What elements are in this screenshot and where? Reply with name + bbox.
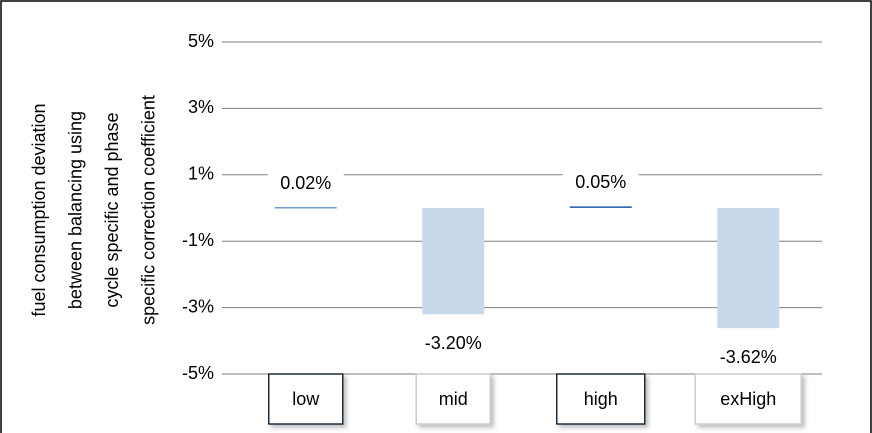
y-axis-label: cycle specific and phase bbox=[102, 112, 122, 307]
value-label: -3.62% bbox=[720, 347, 777, 367]
y-axis-label: fuel consumption deviation bbox=[29, 103, 49, 316]
bar bbox=[422, 208, 485, 315]
value-label-bg bbox=[562, 170, 639, 197]
y-tick-label: -5% bbox=[182, 363, 214, 383]
value-label-bg bbox=[267, 171, 344, 198]
category-box bbox=[694, 373, 802, 425]
y-tick-label: 5% bbox=[188, 31, 214, 51]
y-axis-label: between balancing using bbox=[65, 111, 85, 309]
category-box bbox=[415, 373, 491, 425]
y-tick-label: -3% bbox=[182, 296, 214, 316]
x-tick-label: high bbox=[584, 389, 618, 409]
plot: fuel consumption deviation between balanc… bbox=[29, 31, 822, 425]
bar bbox=[274, 207, 337, 209]
value-label: -3.20% bbox=[425, 333, 482, 353]
y-tick-label: 3% bbox=[188, 97, 214, 117]
y-axis-label: specific correction coefficient bbox=[138, 95, 158, 325]
bar bbox=[569, 206, 632, 208]
x-tick-label: mid bbox=[439, 389, 468, 409]
x-tick-label: exHigh bbox=[720, 389, 776, 409]
y-tick-label: -1% bbox=[182, 230, 214, 250]
value-label: 0.05% bbox=[575, 172, 626, 192]
bar bbox=[717, 208, 780, 329]
value-label: 0.02% bbox=[280, 173, 331, 193]
category-box bbox=[268, 373, 344, 425]
y-tick-label: 1% bbox=[188, 164, 214, 184]
x-tick-label: low bbox=[292, 389, 320, 409]
category-box bbox=[556, 373, 646, 425]
